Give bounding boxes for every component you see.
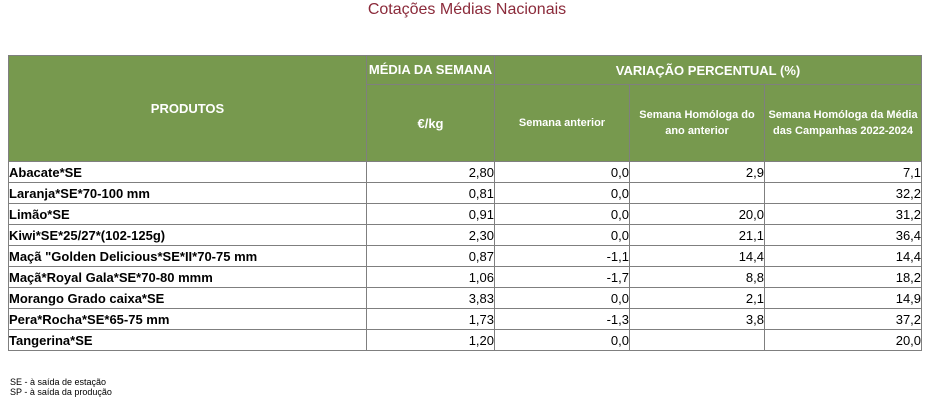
footnote-se: SE - à saída de estação bbox=[10, 377, 107, 387]
semana-anterior-value: 0,0 bbox=[494, 182, 630, 204]
semana-anterior-value: 0,0 bbox=[494, 287, 630, 309]
header-media-semana: MÉDIA DA SEMANA bbox=[366, 55, 495, 85]
product-name: Pera*Rocha*SE*65-75 mm bbox=[8, 308, 367, 330]
table-row: Maçã*Royal Gala*SE*70-80 mmm 1,06 -1,7 8… bbox=[8, 266, 923, 288]
campanhas-value: 32,2 bbox=[763, 182, 923, 204]
product-name: Laranja*SE*70-100 mm bbox=[8, 182, 367, 204]
campanhas-value: 20,0 bbox=[763, 329, 923, 351]
semana-anterior-value: -1,7 bbox=[494, 266, 630, 288]
table-row: Limão*SE 0,91 0,0 20,0 31,2 bbox=[8, 203, 923, 225]
table-row: Tangerina*SE 1,20 0,0 20,0 bbox=[8, 329, 923, 351]
semana-anterior-value: 0,0 bbox=[494, 203, 630, 225]
homologa-value: 20,0 bbox=[629, 203, 765, 225]
homologa-value: 2,1 bbox=[629, 287, 765, 309]
header-variacao-percentual: VARIAÇÃO PERCENTUAL (%) bbox=[493, 55, 923, 85]
table-row: Morango Grado caixa*SE 3,83 0,0 2,1 14,9 bbox=[8, 287, 923, 309]
table-row: Abacate*SE 2,80 0,0 2,9 7,1 bbox=[8, 161, 923, 183]
homologa-value: 8,8 bbox=[629, 266, 765, 288]
media-value: 2,30 bbox=[366, 224, 495, 246]
media-value: 1,20 bbox=[366, 329, 495, 351]
homologa-value: 2,9 bbox=[629, 161, 765, 183]
media-value: 1,73 bbox=[366, 308, 495, 330]
header-produtos: PRODUTOS bbox=[8, 55, 367, 162]
media-value: 0,81 bbox=[366, 182, 495, 204]
footnotes: SE - à saída de estação SP - à saída da … bbox=[10, 377, 112, 397]
semana-anterior-value: 0,0 bbox=[494, 329, 630, 351]
table-row: Maçã "Golden Delicious*SE*II*70-75 mm 0,… bbox=[8, 245, 923, 267]
semana-anterior-value: -1,3 bbox=[494, 308, 630, 330]
prices-table: PRODUTOS MÉDIA DA SEMANA VARIAÇÃO PERCEN… bbox=[8, 55, 923, 351]
campanhas-value: 18,2 bbox=[763, 266, 923, 288]
semana-anterior-value: 0,0 bbox=[494, 161, 630, 183]
homologa-value: 14,4 bbox=[629, 245, 765, 267]
product-name: Maçã "Golden Delicious*SE*II*70-75 mm bbox=[8, 245, 367, 267]
campanhas-value: 14,9 bbox=[763, 287, 923, 309]
product-name: Morango Grado caixa*SE bbox=[8, 287, 367, 309]
header-semana-homologa: Semana Homóloga do ano anterior bbox=[629, 84, 765, 162]
table-row: Laranja*SE*70-100 mm 0,81 0,0 32,2 bbox=[8, 182, 923, 204]
product-name: Kiwi*SE*25/27*(102-125g) bbox=[8, 224, 367, 246]
product-name: Limão*SE bbox=[8, 203, 367, 225]
media-value: 0,91 bbox=[366, 203, 495, 225]
table-row: Kiwi*SE*25/27*(102-125g) 2,30 0,0 21,1 3… bbox=[8, 224, 923, 246]
campanhas-value: 36,4 bbox=[763, 224, 923, 246]
campanhas-value: 37,2 bbox=[763, 308, 923, 330]
campanhas-value: 14,4 bbox=[763, 245, 923, 267]
product-name: Tangerina*SE bbox=[8, 329, 367, 351]
footnote-sp: SP - à saída da produção bbox=[10, 387, 112, 397]
product-name: Abacate*SE bbox=[8, 161, 367, 183]
semana-anterior-value: -1,1 bbox=[494, 245, 630, 267]
header-unit: €/kg bbox=[366, 84, 495, 162]
media-value: 1,06 bbox=[366, 266, 495, 288]
media-value: 2,80 bbox=[366, 161, 495, 183]
product-name: Maçã*Royal Gala*SE*70-80 mmm bbox=[8, 266, 367, 288]
media-value: 0,87 bbox=[366, 245, 495, 267]
page-title: Cotações Médias Nacionais bbox=[367, 1, 567, 18]
campanhas-value: 31,2 bbox=[763, 203, 923, 225]
media-value: 3,83 bbox=[366, 287, 495, 309]
homologa-value: 3,8 bbox=[629, 308, 765, 330]
semana-anterior-value: 0,0 bbox=[494, 224, 630, 246]
homologa-value: 21,1 bbox=[629, 224, 765, 246]
campanhas-value: 7,1 bbox=[763, 161, 923, 183]
table-row: Pera*Rocha*SE*65-75 mm 1,73 -1,3 3,8 37,… bbox=[8, 308, 923, 330]
homologa-value bbox=[629, 329, 765, 351]
header-media-campanhas: Semana Homóloga da Média das Campanhas 2… bbox=[763, 84, 923, 162]
homologa-value bbox=[629, 182, 765, 204]
header-semana-anterior: Semana anterior bbox=[494, 84, 630, 162]
